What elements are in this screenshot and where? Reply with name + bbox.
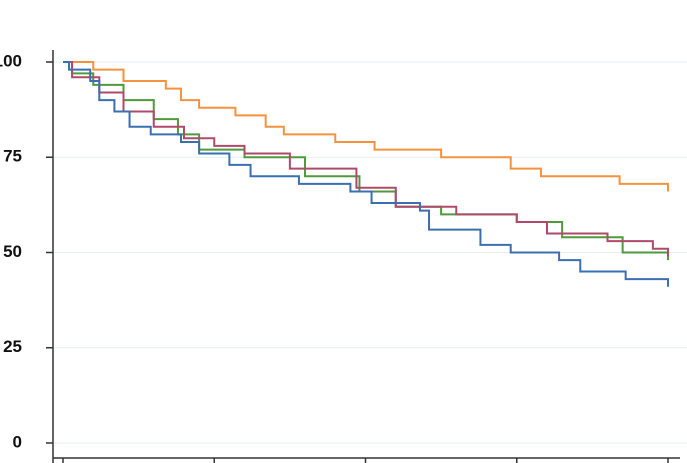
y-tick-label: 25	[3, 337, 22, 356]
survival-line	[63, 61, 669, 257]
survival-line	[63, 61, 669, 287]
y-tick-label: 75	[3, 147, 22, 166]
y-tick-label: 50	[3, 242, 22, 261]
survival-line	[63, 61, 669, 192]
survival-line	[63, 61, 669, 261]
y-tick-label: 100	[0, 51, 22, 70]
y-tick-label: 0	[13, 432, 22, 451]
